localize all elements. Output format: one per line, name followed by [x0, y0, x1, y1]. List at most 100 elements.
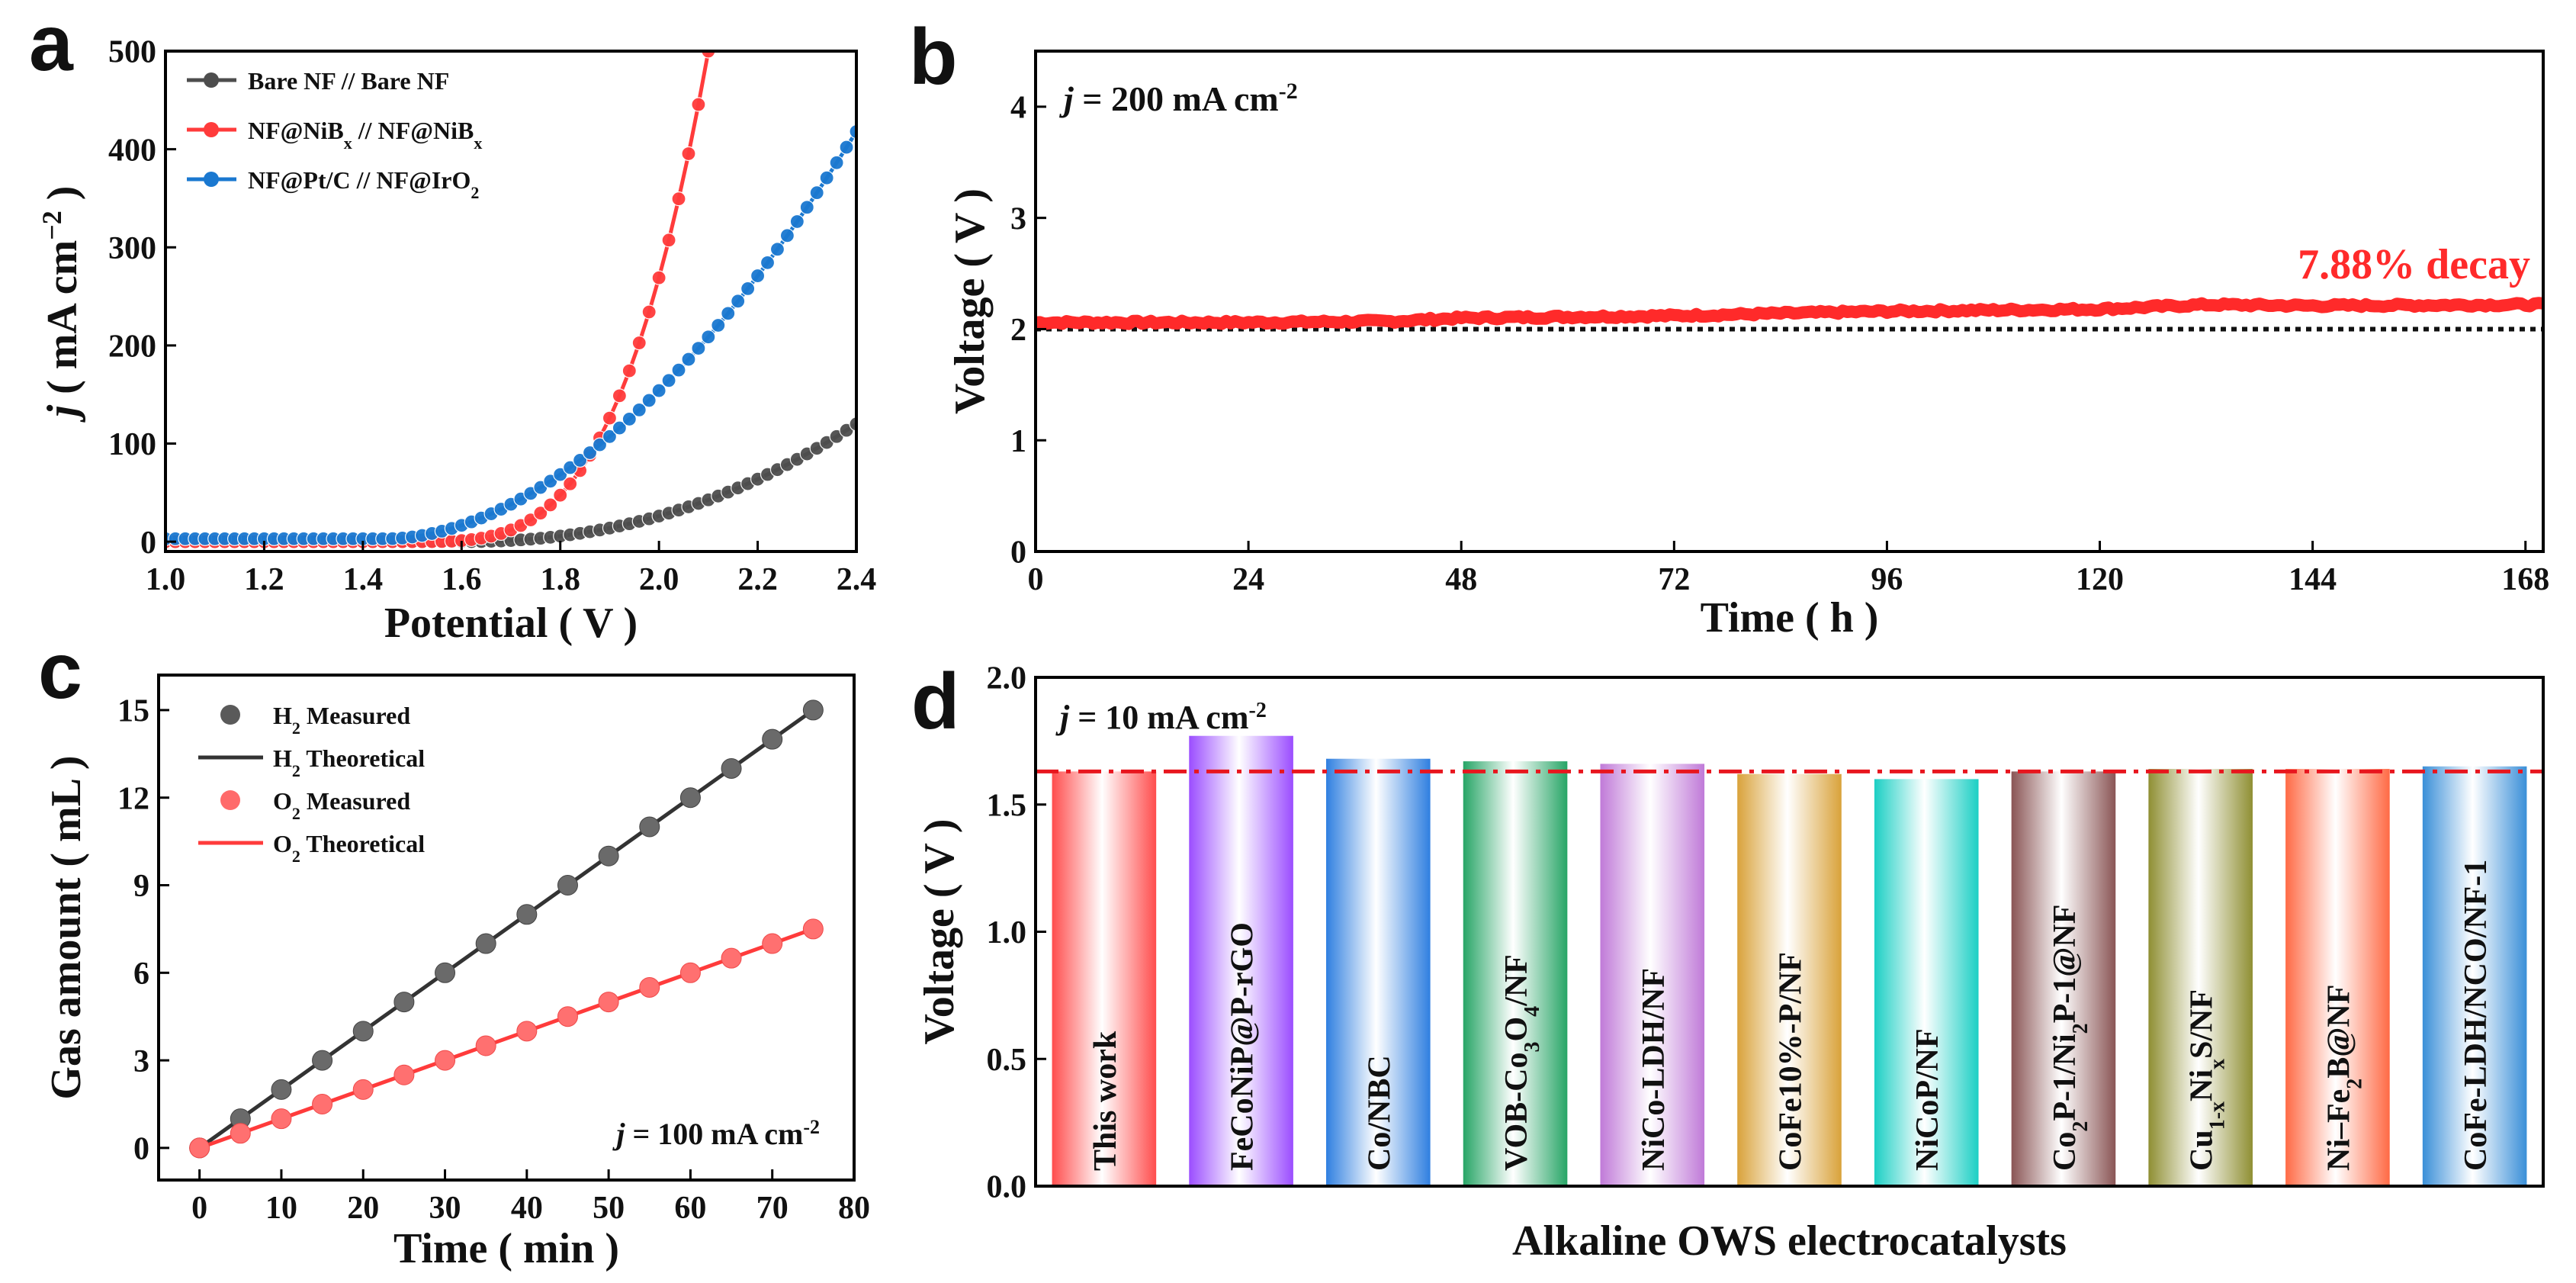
chart-a-xlabel: Potential ( V )	[384, 600, 638, 647]
chart-d-xlabel: Alkaline OWS electrocatalysts	[1512, 1217, 2067, 1265]
o2-measured-point	[352, 1079, 374, 1100]
o2-measured-point	[271, 1108, 292, 1130]
data-point	[651, 270, 666, 285]
chart-c-xtick-label: 20	[347, 1191, 379, 1226]
data-point	[572, 452, 588, 468]
o2-measured-point	[639, 976, 660, 998]
data-point	[612, 388, 627, 404]
o2-theoretical-line	[198, 927, 814, 1150]
data-point	[661, 373, 676, 388]
chart-a-ytick-label: 0	[140, 526, 156, 561]
bar-label-2: Co/NBC	[1362, 1055, 1397, 1171]
chart-d-ylabel: Voltage ( V )	[916, 818, 963, 1044]
chart-a-xtick-label: 2.4	[837, 562, 877, 597]
legend-marker-0	[204, 72, 219, 88]
h2-measured-point	[475, 933, 496, 954]
chart-a-ytick-label: 300	[108, 231, 156, 266]
h2-measured-point	[557, 875, 578, 896]
o2-measured-point	[598, 992, 619, 1013]
h2-measured-point	[312, 1050, 333, 1071]
chart-a-xtick-label: 1.4	[343, 562, 384, 597]
chart-b-xtick-label: 72	[1658, 562, 1690, 597]
chart-a-xtick-label: 1.0	[146, 562, 186, 597]
chart-c-ytick-label: 12	[117, 781, 149, 816]
bar-6	[1874, 779, 1979, 1186]
data-point	[809, 185, 824, 201]
data-point	[612, 420, 627, 436]
data-point	[533, 506, 548, 521]
chart-c-frame	[157, 674, 856, 1182]
data-point	[602, 429, 618, 444]
data-point	[760, 255, 776, 270]
chart-b-ytick-label: 3	[1010, 201, 1026, 236]
chart-b-xtick-label: 120	[2076, 562, 2124, 597]
bar-label-7: Co2P-1/Ni2P-1@NF	[2048, 905, 2093, 1171]
o2-measured-point	[721, 947, 742, 969]
data-point	[622, 411, 637, 427]
chart-d-bar-comparison: This work FeCoNiP@P-rGO Co/NBC VOB-Co3O4/NF…	[916, 661, 2545, 1265]
chart-c-xtick-label: 10	[265, 1191, 297, 1226]
data-point	[731, 294, 746, 309]
data-point	[789, 214, 805, 230]
o2-measured-point	[516, 1021, 538, 1042]
data-point	[641, 393, 657, 408]
chart-b-xtick-label: 96	[1871, 562, 1903, 597]
legend-label-2: NF@Pt/C // NF@IrO2	[248, 166, 479, 202]
data-point	[631, 402, 647, 417]
chart-b-xtick-label: 144	[2289, 562, 2337, 597]
bar-2	[1326, 758, 1431, 1186]
h2-measured-point	[598, 845, 619, 867]
data-point	[602, 410, 618, 426]
data-point	[553, 487, 568, 503]
data-point	[711, 317, 726, 333]
chart-c-xlabel: Time ( min )	[393, 1225, 619, 1272]
chart-c-xtick-label: 0	[191, 1191, 207, 1226]
o2-measured-point	[802, 918, 824, 940]
data-point	[849, 124, 856, 140]
bar-label-0: This work	[1088, 1031, 1123, 1171]
bar-label-9: Ni–Fe2B@NF	[2321, 985, 2366, 1171]
h2-measured-point	[393, 992, 415, 1013]
data-point	[839, 140, 854, 155]
bar-8	[2148, 769, 2253, 1186]
h2-theoretical-line	[198, 708, 814, 1150]
bar-4	[1600, 764, 1705, 1186]
chart-d-ytick-label: 1.5	[987, 788, 1027, 823]
chart-b-xtick-label: 0	[1028, 562, 1044, 597]
chart-c-xtick-label: 60	[674, 1191, 706, 1226]
h2-measured-point	[639, 816, 660, 838]
decay-label: 7.88% decay	[2298, 241, 2530, 288]
chart-b-ytick-label: 4	[1010, 91, 1026, 126]
legend-marker-2	[204, 172, 219, 187]
chart-d-ytick-label: 2.0	[987, 661, 1027, 696]
bar-label-6: NiCoP/NF	[1910, 1028, 1945, 1171]
data-point	[582, 445, 598, 461]
bar-10	[2422, 766, 2527, 1186]
chart-d-annotation: j = 10 mA cm-2	[1055, 699, 1267, 737]
data-point	[740, 281, 756, 296]
bar-5	[1737, 773, 1842, 1186]
o2-measured-point	[435, 1050, 456, 1071]
chart-c-xtick-label: 30	[429, 1191, 461, 1226]
chart-b-xlabel: Time ( h )	[1701, 594, 1879, 642]
chart-c-ytick-label: 0	[133, 1132, 149, 1167]
data-point	[631, 335, 647, 351]
chart-b-xtick-label: 24	[1232, 562, 1264, 597]
data-point	[691, 97, 706, 112]
chart-d-ytick-label: 1.0	[987, 915, 1027, 950]
h2-measured-point	[352, 1021, 374, 1042]
bar-label-1: FeCoNiP@P-rGO	[1225, 922, 1261, 1171]
data-point	[721, 306, 736, 321]
chart-c-xtick-label: 80	[838, 1191, 870, 1226]
data-point	[701, 330, 716, 345]
o2-measured-point	[230, 1123, 251, 1144]
data-point	[553, 467, 568, 482]
legend-label-0: Bare NF // Bare NF	[248, 67, 449, 95]
bar-label-5: CoFe10%-P/NF	[1774, 952, 1809, 1171]
data-point	[661, 233, 676, 248]
data-point	[681, 146, 696, 162]
data-point	[671, 362, 686, 378]
chart-b-annotation: j = 200 mA cm-2	[1058, 79, 1298, 119]
chart-c-ytick-label: 3	[133, 1044, 149, 1079]
